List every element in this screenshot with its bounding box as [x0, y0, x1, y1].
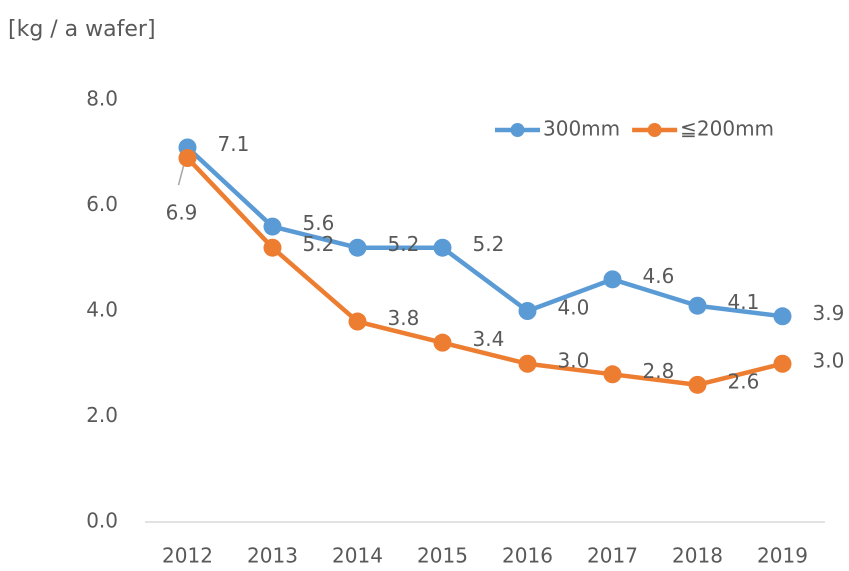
data-label: 2.6 — [728, 369, 760, 393]
data-point — [178, 149, 197, 168]
y-tick-label: 8.0 — [86, 87, 118, 111]
series-line — [185, 156, 784, 388]
data-point — [433, 333, 452, 352]
data-point — [773, 307, 792, 326]
data-point — [603, 270, 622, 289]
data-point — [348, 312, 367, 331]
data-label: 3.0 — [813, 348, 845, 372]
y-tick-label: 4.0 — [86, 298, 118, 322]
legend-label: 300mm — [543, 117, 620, 141]
data-point — [518, 302, 537, 320]
x-tick-label: 2017 — [587, 544, 638, 568]
legend-label: ≦200mm — [680, 117, 774, 141]
data-label: 5.6 — [303, 211, 335, 235]
data-label: 3.9 — [813, 301, 845, 325]
data-label: 3.0 — [558, 348, 590, 372]
data-point — [773, 354, 792, 373]
data-point — [263, 238, 282, 257]
data-label: 4.6 — [643, 264, 675, 288]
x-tick-label: 2014 — [332, 544, 383, 568]
data-label: 5.2 — [303, 232, 335, 256]
leader-line — [177, 165, 185, 186]
data-label: 2.8 — [643, 359, 675, 383]
data-point — [603, 365, 622, 384]
x-tick-label: 2013 — [247, 544, 298, 568]
series-line — [185, 145, 783, 319]
legend-marker — [647, 123, 662, 137]
data-label: 7.1 — [218, 132, 250, 156]
data-point — [688, 375, 707, 394]
legend-marker — [510, 123, 525, 137]
y-axis-label: [kg / a wafer] — [8, 17, 156, 42]
y-tick-label: 6.0 — [86, 192, 118, 216]
data-label: 4.1 — [728, 290, 760, 314]
data-label: 3.8 — [388, 306, 420, 330]
x-tick-label: 2019 — [757, 544, 808, 568]
data-label: 5.2 — [473, 232, 505, 256]
data-point — [688, 296, 707, 315]
x-tick-label: 2018 — [672, 544, 723, 568]
y-tick-label: 0.0 — [86, 509, 118, 533]
x-tick-label: 2016 — [502, 544, 553, 568]
x-tick-label: 2015 — [417, 544, 468, 568]
data-point — [433, 238, 452, 257]
data-label: 5.2 — [388, 232, 420, 256]
data-label: 6.9 — [166, 201, 198, 225]
data-point — [348, 238, 367, 257]
data-label: 3.4 — [473, 327, 505, 351]
x-tick-label: 2012 — [162, 544, 213, 568]
y-tick-label: 2.0 — [86, 403, 118, 427]
data-label: 4.0 — [558, 296, 590, 320]
data-point — [518, 354, 537, 373]
data-point — [263, 217, 282, 236]
